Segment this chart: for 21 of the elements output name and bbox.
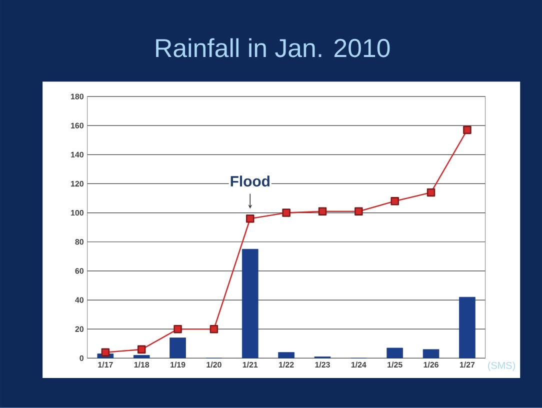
bar: [170, 338, 186, 358]
point: [426, 188, 436, 197]
point: [318, 207, 327, 216]
point: [246, 214, 254, 223]
point: [390, 197, 399, 206]
point: [174, 325, 182, 334]
chart-title: Rainfall in Jan. 2010: [156, 38, 390, 58]
point: [282, 208, 290, 217]
annotation: Flood: [230, 176, 270, 187]
bar: [242, 248, 258, 358]
bar: [278, 352, 294, 358]
point: [137, 345, 146, 354]
text: (SMS): [488, 362, 515, 371]
bar: [133, 355, 150, 358]
bar: [459, 296, 476, 358]
point: [463, 126, 472, 134]
point: [354, 207, 363, 216]
point: [210, 325, 218, 334]
bar: [422, 349, 440, 358]
point: [101, 348, 110, 357]
bar: [386, 348, 404, 358]
